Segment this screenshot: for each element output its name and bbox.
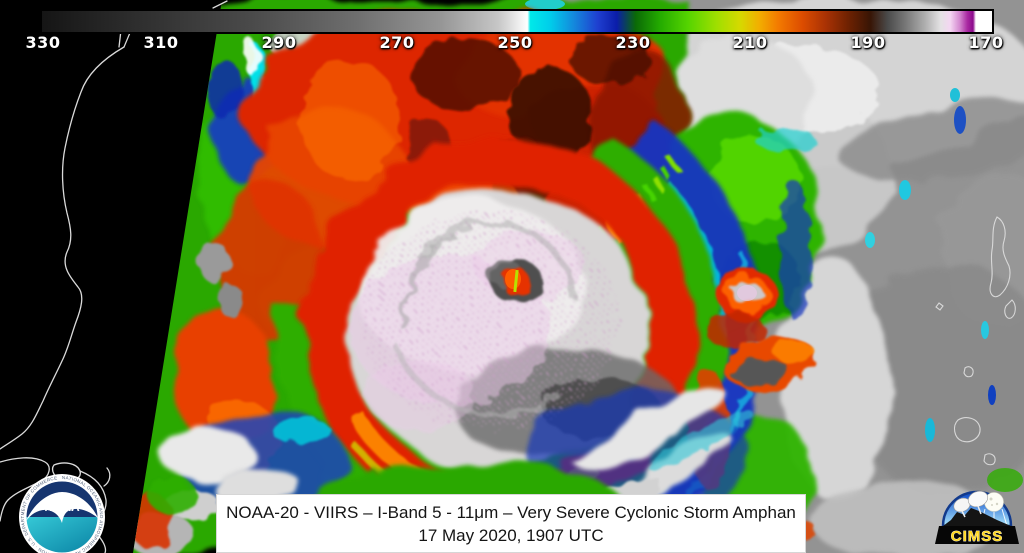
central-dense-overcast: [346, 188, 680, 472]
noaa-logo: NOAA NATIONAL OCEANIC AND ATMOSPHERIC AD…: [19, 474, 105, 553]
image-caption: NOAA-20 - VIIRS – I-Band 5 - 11μm – Very…: [216, 494, 806, 553]
colorbar-tick-330: 330: [25, 33, 61, 52]
noaa-logo-label: NOAA: [44, 500, 80, 514]
colorbar-tick-270: 270: [379, 33, 415, 52]
island-coastlines: [935, 216, 1016, 466]
colorbar-tick-310: 310: [143, 33, 179, 52]
colorbar-tick-290: 290: [261, 33, 297, 52]
cloud-specks: [865, 88, 1023, 492]
temperature-colorbar: [40, 9, 994, 34]
colorbar-tick-210: 210: [732, 33, 768, 52]
noaa-gull-icon: [26, 492, 98, 523]
colorbar-tick-230: 230: [615, 33, 651, 52]
caption-title: NOAA-20 - VIIRS – I-Band 5 - 11μm – Very…: [226, 503, 796, 522]
swath-imagery: [133, 0, 1024, 553]
india-coastline: [0, 0, 228, 553]
cimss-logo-label: CIMSS: [951, 528, 1004, 545]
colorbar-tick-190: 190: [850, 33, 886, 52]
colorbar-tick-250: 250: [497, 33, 533, 52]
caption-datetime: 17 May 2020, 1907 UTC: [418, 526, 604, 545]
cimss-dish-icon: [967, 490, 989, 508]
overshooting-top-east: [717, 268, 777, 322]
colorbar-tick-170: 170: [968, 33, 1004, 52]
cyclone-eye: [485, 258, 542, 303]
cimss-logo: CIMSS: [935, 490, 1019, 545]
